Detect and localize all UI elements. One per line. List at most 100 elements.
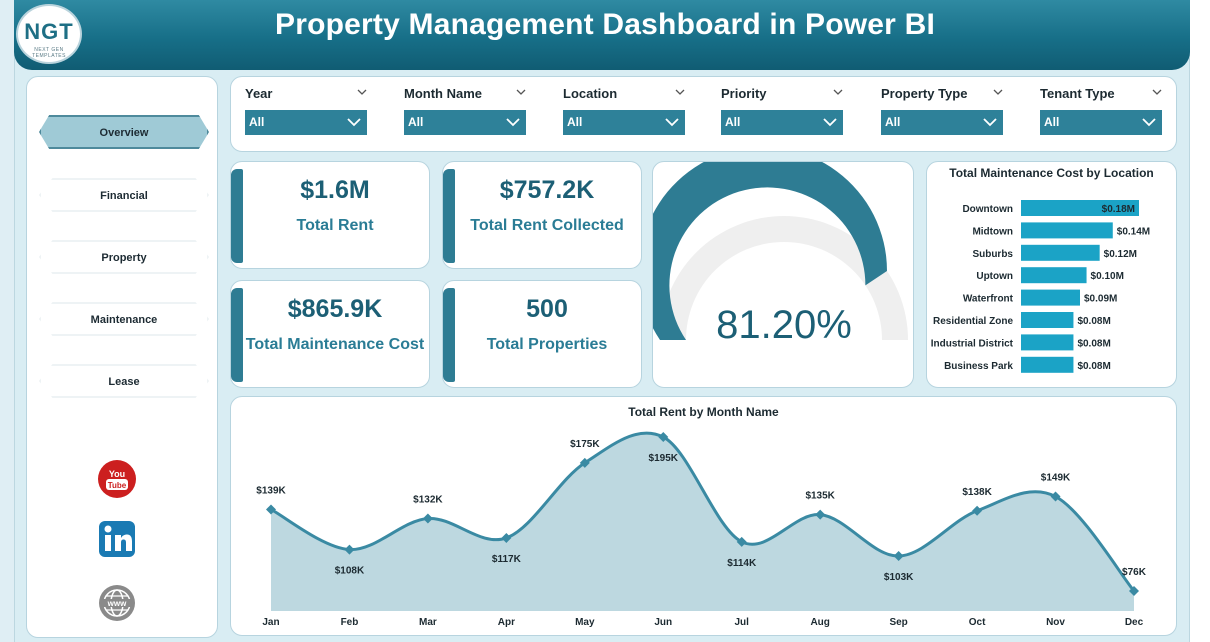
filter-label: Property Type: [881, 86, 968, 101]
point-data-label: $139K: [256, 485, 286, 496]
kpi-accent: [231, 169, 243, 263]
bar-data-label: $0.14M: [1117, 226, 1150, 237]
nav-overview-button[interactable]: Overview: [39, 115, 209, 149]
gauge-track: [660, 216, 908, 340]
filter-priority: Priority All: [721, 85, 843, 135]
svg-text:You: You: [109, 469, 125, 479]
chevron-down-icon: [983, 118, 997, 127]
bar: [1021, 334, 1074, 351]
chevron-down-icon[interactable]: [675, 87, 685, 97]
priority-dropdown[interactable]: All: [721, 110, 843, 135]
chevron-down-icon[interactable]: [993, 87, 1003, 97]
gauge-value-arc: [653, 162, 887, 340]
bar: [1021, 244, 1100, 261]
chevron-down-icon: [823, 118, 837, 127]
x-tick-label: Oct: [969, 617, 986, 628]
svg-text:www: www: [107, 599, 127, 608]
youtube-icon[interactable]: You Tube: [97, 459, 137, 499]
data-point: [736, 536, 747, 547]
chevron-down-icon: [347, 118, 361, 127]
bar: [1021, 289, 1080, 306]
x-tick-label: Nov: [1046, 617, 1065, 628]
point-data-label: $117K: [492, 554, 522, 565]
nav-financial-button[interactable]: Financial: [39, 178, 209, 212]
point-data-label: $103K: [884, 572, 914, 583]
point-data-label: $135K: [805, 491, 835, 502]
occupancy-rate-panel: Occupancy Rate 81.20%: [652, 161, 914, 388]
bar-data-label: $0.08M: [1077, 316, 1110, 327]
kpi-accent: [443, 169, 455, 263]
page-title: Property Management Dashboard in Power B…: [275, 8, 935, 41]
nav-maintenance-button[interactable]: Maintenance: [39, 302, 209, 336]
bar-category-label: Uptown: [976, 271, 1013, 282]
chevron-down-icon[interactable]: [833, 87, 843, 97]
rent-area-chart: $139K Jan $108K Feb $132K Mar $117K Apr $175K May…: [256, 431, 1147, 628]
nav-property-button[interactable]: Property: [39, 240, 209, 274]
point-data-label: $132K: [413, 495, 443, 506]
bar: [1021, 267, 1087, 284]
x-tick-label: Jan: [262, 617, 279, 628]
gauge-value-label: 81.20%: [716, 303, 852, 347]
panel-title: Total Maintenance Cost by Location: [949, 166, 1154, 180]
kpi-label: Total Rent Collected: [470, 217, 624, 234]
filter-location: Location All: [563, 85, 685, 135]
x-tick-label: Jul: [735, 617, 750, 628]
bar-data-label: $0.10M: [1091, 271, 1124, 282]
kpi-value: $757.2K: [499, 176, 595, 204]
location-dropdown[interactable]: All: [563, 110, 685, 135]
x-tick-label: May: [575, 617, 595, 628]
kpi-label: Total Rent: [296, 217, 374, 234]
chevron-down-icon: [665, 118, 679, 127]
kpi-value: $865.9K: [287, 295, 383, 323]
kpi-label: Total Properties: [486, 336, 608, 353]
year-dropdown[interactable]: All: [245, 110, 367, 135]
data-point: [893, 551, 904, 562]
linkedin-icon[interactable]: [97, 519, 137, 559]
filter-property-type: Property Type All: [881, 85, 1003, 135]
chevron-down-icon[interactable]: [516, 87, 526, 97]
panel-title: Total Rent by Month Name: [628, 405, 779, 419]
filter-label: Priority: [721, 86, 767, 101]
x-tick-label: Sep: [889, 617, 907, 628]
filter-tenant-type: Tenant Type All: [1040, 85, 1162, 135]
bar-data-label: $0.09M: [1084, 294, 1117, 305]
bar-category-label: Residential Zone: [933, 316, 1013, 327]
filter-bar: Year All Month Name All Location All Pri…: [230, 76, 1177, 152]
point-data-label: $138K: [962, 487, 992, 498]
nav-lease-button[interactable]: Lease: [39, 364, 209, 398]
data-point: [422, 513, 433, 524]
filter-month-name: Month Name All: [404, 85, 526, 135]
globe-icon[interactable]: www: [97, 583, 137, 623]
kpi-total-rent: $1.6M Total Rent: [230, 161, 430, 269]
chevron-down-icon[interactable]: [1152, 87, 1162, 97]
chevron-down-icon: [1142, 118, 1156, 127]
filter-label: Tenant Type: [1040, 86, 1115, 101]
bar-category-label: Business Park: [944, 361, 1013, 372]
chevron-down-icon[interactable]: [357, 87, 367, 97]
filter-label: Month Name: [404, 86, 482, 101]
point-data-label: $108K: [335, 566, 365, 577]
data-point: [579, 457, 590, 468]
occupancy-gauge: 81.20%: [653, 162, 908, 347]
bar: [1021, 312, 1074, 328]
x-tick-label: Dec: [1125, 617, 1144, 628]
bar-data-label: $0.08M: [1077, 361, 1110, 372]
bar-data-label: $0.18M: [1102, 204, 1135, 215]
filter-label: Location: [563, 86, 618, 101]
x-tick-label: Jun: [654, 617, 672, 628]
x-tick-label: Feb: [341, 617, 359, 628]
sidebar: Overview Financial Property Maintenance …: [26, 76, 218, 638]
data-point: [1050, 491, 1061, 502]
svg-text:Tube: Tube: [108, 481, 127, 490]
kpi-value: 500: [526, 295, 568, 323]
bar: [1021, 222, 1113, 239]
point-data-label: $114K: [727, 558, 757, 569]
area-fill: [271, 433, 1134, 611]
month-name-dropdown[interactable]: All: [404, 110, 526, 135]
property-type-dropdown[interactable]: All: [881, 110, 1003, 135]
kpi-accent: [443, 288, 455, 382]
data-point: [972, 505, 983, 516]
tenant-type-dropdown[interactable]: All: [1040, 110, 1162, 135]
bar-category-label: Waterfront: [963, 294, 1014, 305]
data-point: [658, 432, 669, 442]
